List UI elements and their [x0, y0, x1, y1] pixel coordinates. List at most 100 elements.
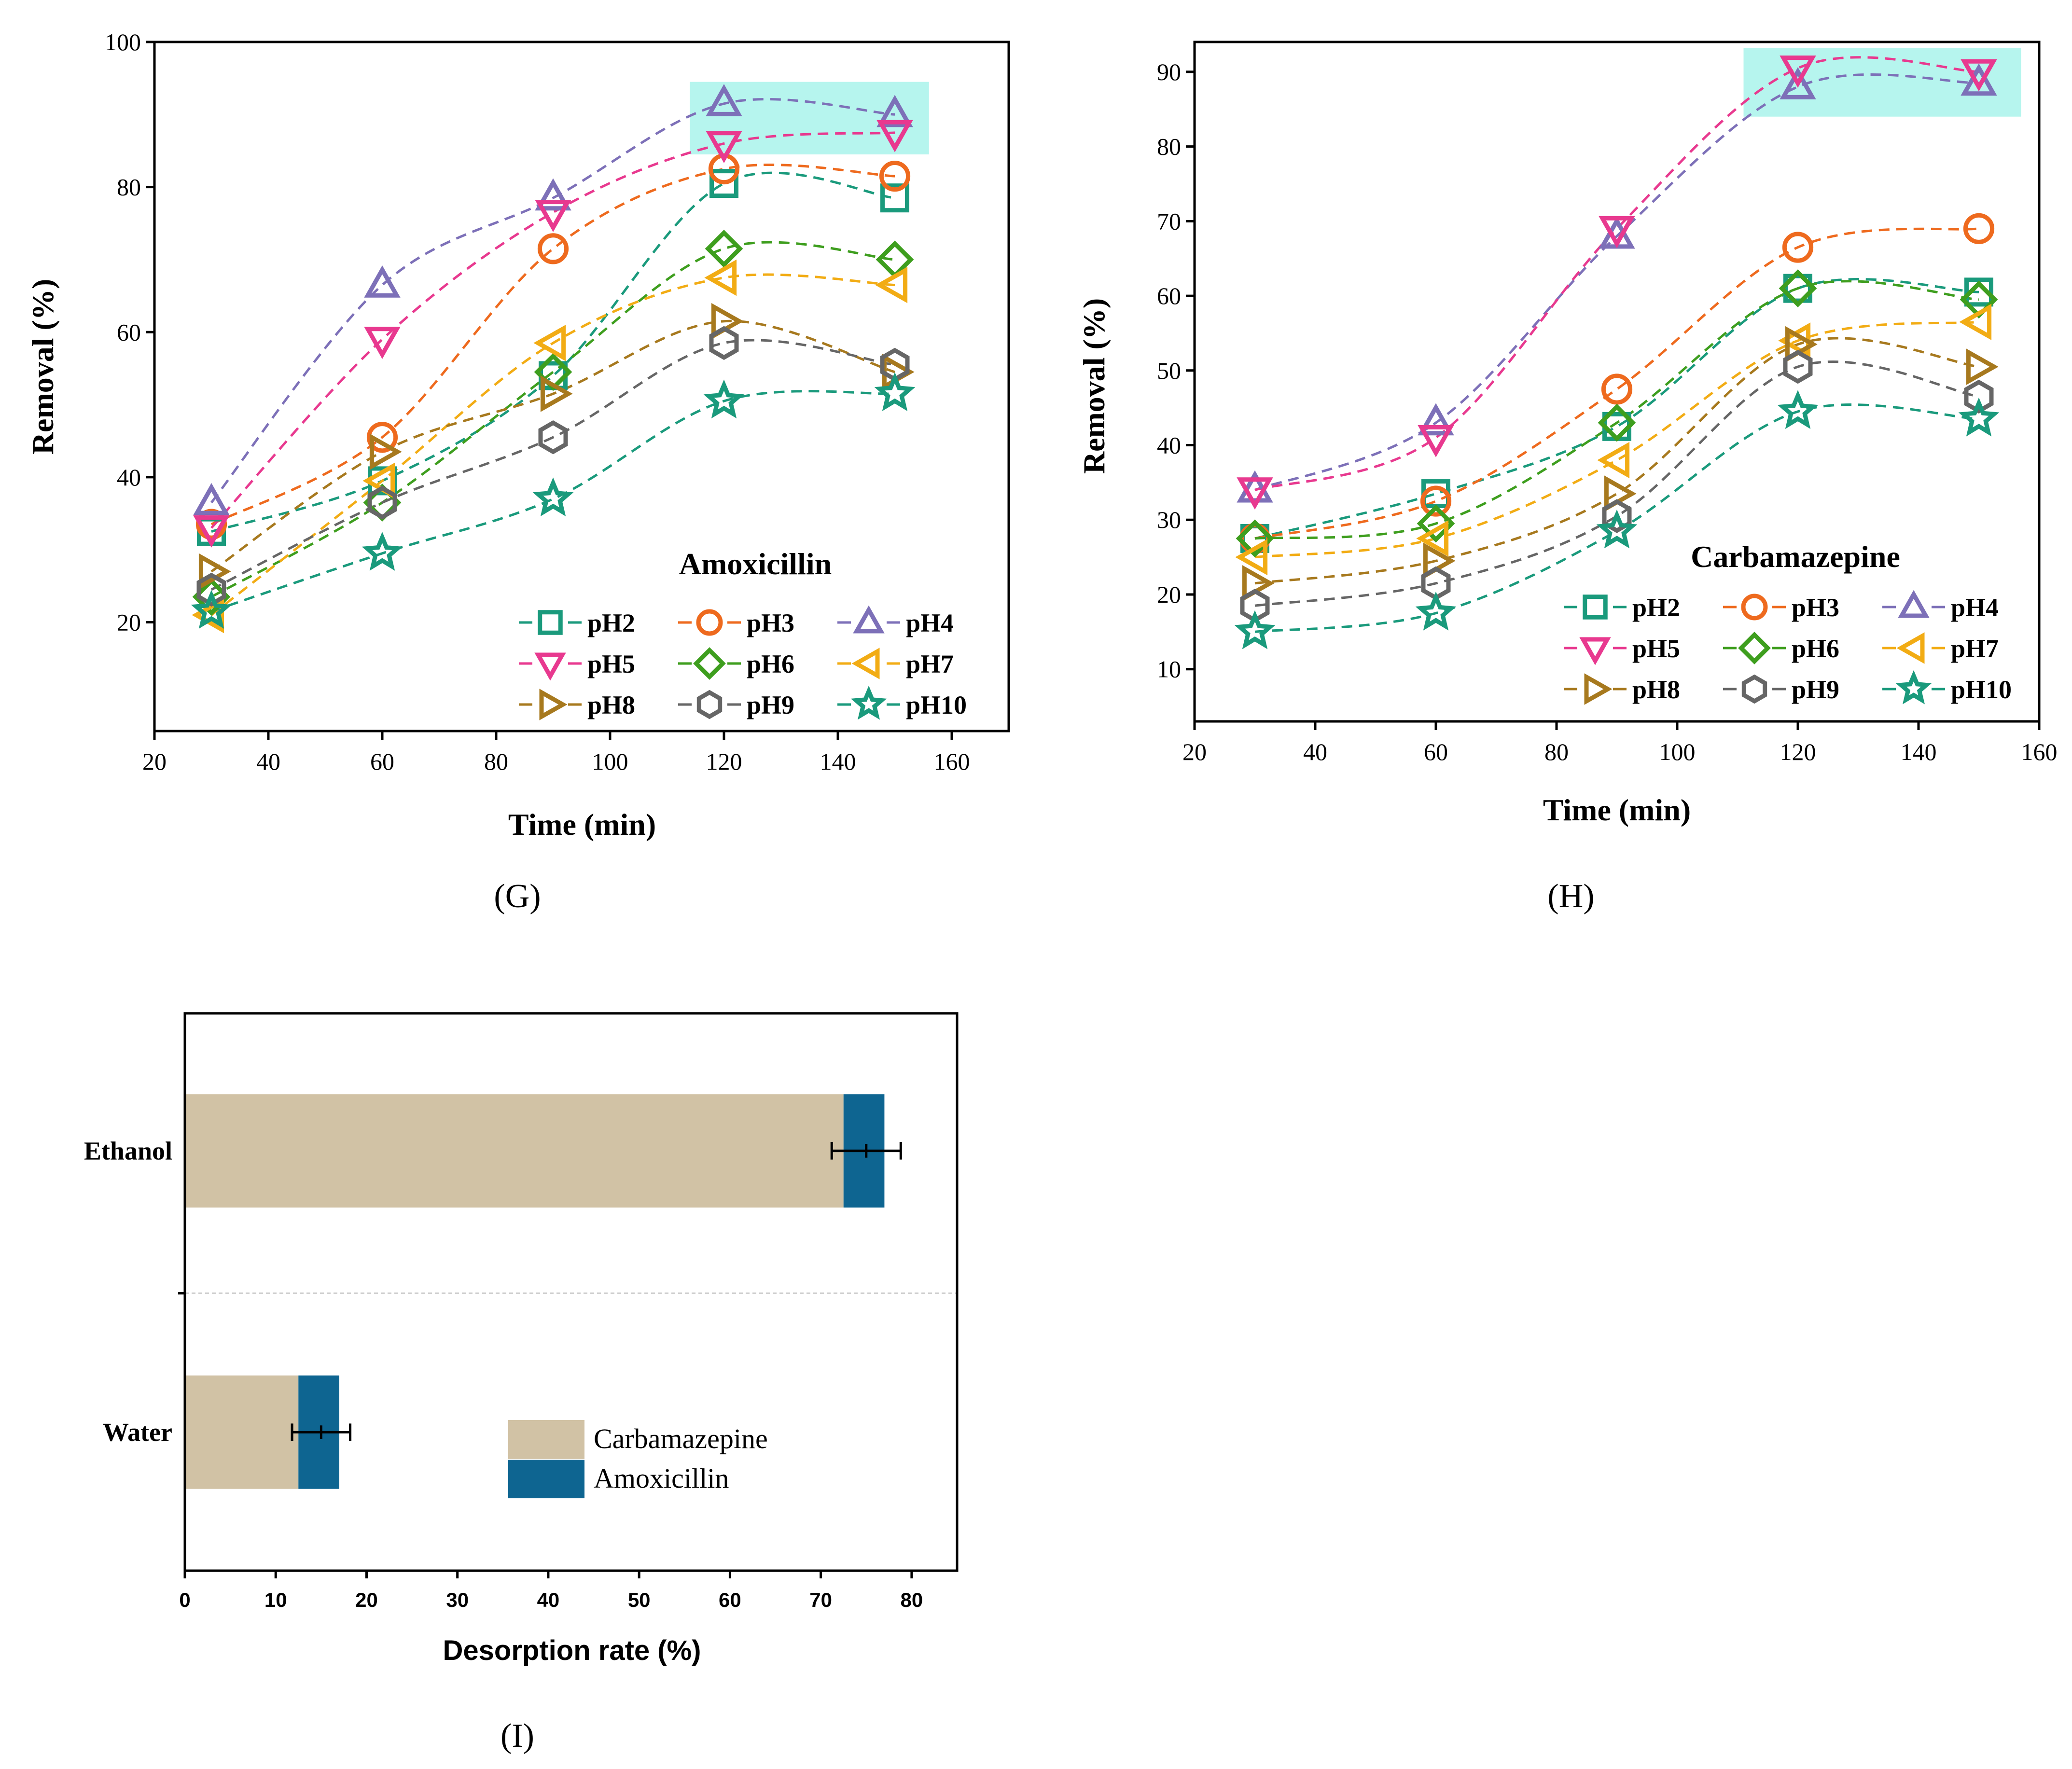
series-lines [1254, 56, 1979, 633]
x-tick-label: 20 [142, 748, 167, 775]
point-pH5 [364, 327, 401, 359]
y-tick-label: 90 [1157, 58, 1181, 85]
x-axis-ticks: 20 40 60 80 100 120 140 160 [142, 731, 970, 775]
legend-label: Amoxicillin [594, 1463, 729, 1494]
x-tick-label: 120 [706, 748, 742, 775]
legend-marker-pH10 [1895, 670, 1932, 705]
series-line-pH9 [1254, 360, 1979, 607]
x-axis-label: Desorption rate (%) [443, 1635, 701, 1666]
legend-marker-pH8 [539, 689, 568, 720]
x-tick-label: 140 [1901, 738, 1937, 765]
legend: pH2 pH3 pH4 pH5 pH6 pH7 pH8 pH9 pH10 [519, 605, 967, 720]
plot-frame [153, 41, 1010, 732]
series-line-pH5 [210, 131, 895, 529]
point-pH7 [1597, 442, 1630, 479]
point-pH10 [874, 372, 916, 412]
legend-label: pH3 [747, 608, 794, 637]
point-pH2 [1783, 274, 1812, 303]
point-pH4 [1780, 67, 1816, 99]
point-pH4 [535, 178, 571, 211]
y-tick-label: 40 [1157, 432, 1181, 459]
series-line-pH10 [1254, 403, 1979, 633]
series-line-pH8 [210, 319, 895, 573]
legend-marker-pH10 [850, 685, 887, 720]
series-line-pH6 [210, 241, 895, 598]
point-pH6 [1417, 504, 1455, 543]
y-tick-label: 20 [117, 609, 141, 636]
point-pH10 [1415, 592, 1457, 631]
point-pH3 [1420, 485, 1452, 517]
point-pH8 [369, 433, 402, 470]
panel-label: (G) [494, 878, 541, 915]
y-tick-label: 50 [1157, 357, 1181, 384]
point-pH4 [364, 265, 401, 298]
y-axis-label: Removal (%) [26, 279, 60, 455]
highlight-box [690, 82, 929, 154]
legend-marker-pH2 [538, 610, 563, 635]
point-pH9 [709, 326, 739, 360]
x-tick-label: 80 [1544, 738, 1569, 765]
point-pH10 [191, 590, 232, 629]
legend-label: pH7 [906, 650, 954, 678]
x-tick-label: 160 [2021, 738, 2058, 765]
series-line-pH7 [1254, 320, 1979, 559]
point-pH9 [367, 485, 397, 520]
legend-label: pH5 [1632, 634, 1680, 663]
chart-title: Carbamazepine [1691, 539, 1900, 574]
legend-label: pH6 [747, 650, 794, 678]
legend-marker-pH7 [851, 648, 880, 679]
x-tick-label: 40 [537, 1589, 560, 1611]
point-pH3 [366, 422, 398, 453]
point-pH9 [196, 572, 226, 607]
x-tick-label: 80 [484, 748, 508, 775]
category-label: Water [103, 1418, 172, 1447]
point-pH6 [705, 230, 743, 268]
y-axis-label: Removal (%) [1077, 298, 1111, 474]
point-pH9 [538, 420, 568, 455]
error-bar-Water [291, 1423, 352, 1441]
point-pH3 [1782, 232, 1814, 263]
point-pH7 [704, 259, 737, 296]
point-pH9 [1964, 379, 1994, 414]
legend-marker-pH3 [696, 609, 723, 636]
plot-frame [1193, 41, 2041, 723]
series-line-pH3 [210, 164, 895, 525]
y-tick-label: 70 [1157, 207, 1181, 235]
legend-marker-pH9 [1741, 674, 1767, 704]
legend-label: pH6 [1792, 634, 1839, 663]
x-tick-label: 100 [1659, 738, 1696, 765]
point-pH3 [879, 160, 911, 192]
point-pH5 [706, 131, 742, 164]
series-line-pH3 [1254, 227, 1979, 540]
legend-label: pH7 [1951, 634, 1999, 663]
point-pH5 [1780, 55, 1816, 88]
point-pH6 [534, 353, 572, 391]
x-tick-label: 60 [719, 1589, 741, 1611]
point-pH8 [1966, 348, 1999, 385]
point-pH3 [1601, 373, 1633, 405]
point-pH2 [880, 183, 909, 213]
legend-marker-pH3 [1741, 594, 1768, 621]
point-pH3 [1963, 213, 1995, 244]
x-tick-label: 30 [446, 1589, 469, 1611]
panel-label: (I) [501, 1717, 534, 1755]
x-tick-label: 20 [355, 1589, 378, 1611]
x-tick-label: 160 [934, 748, 970, 775]
point-pH7 [1235, 539, 1268, 576]
point-pH4 [876, 95, 913, 127]
panel-g-chart: 20 40 60 80 100 120 140 160 20 40 60 80 100 Amoxici… [26, 28, 1010, 915]
x-tick-label: 100 [592, 748, 628, 775]
point-pH5 [535, 200, 571, 232]
point-pH7 [1416, 520, 1449, 557]
legend-label: pH8 [1632, 675, 1680, 704]
legend-marker-pH6 [693, 647, 726, 680]
legend-marker-pH6 [1738, 632, 1771, 664]
legend-label: pH8 [587, 691, 635, 719]
x-tick-label: 140 [820, 748, 856, 775]
legend-swatch-Carbamazepine [508, 1420, 584, 1459]
series-line-pH7 [210, 273, 895, 616]
x-axis-label: Time (min) [1543, 793, 1691, 827]
point-pH7 [533, 325, 566, 361]
x-tick-label: 40 [256, 748, 280, 775]
legend-marker-pH7 [1896, 632, 1925, 664]
